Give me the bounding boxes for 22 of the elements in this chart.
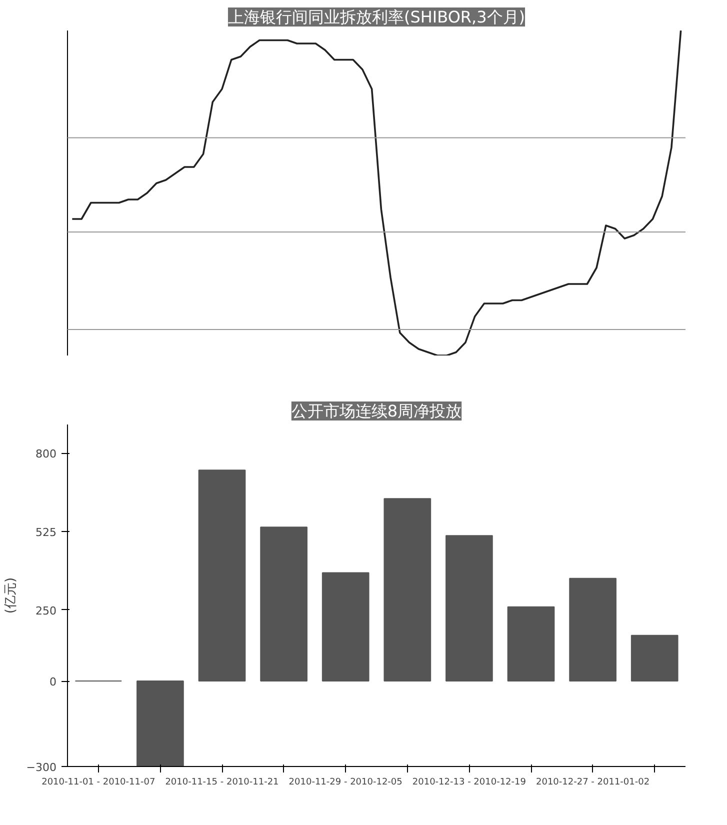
y-tick-label: 0 xyxy=(50,676,56,688)
bar xyxy=(260,526,308,682)
chart-title: 上海银行间同业拆放利率(SHIBOR,3个月) xyxy=(228,8,526,26)
x-tick-label: 2010-12-27 - 2011-01-02 xyxy=(536,778,650,788)
x-tick-label: 2010-11-01 - 2010-11-07 xyxy=(42,778,156,788)
y-tick-label: 250 xyxy=(36,604,57,618)
x-tick-label: 2010-11-29 - 2010-12-05 xyxy=(288,778,402,788)
bar xyxy=(630,634,678,682)
y-tick-label: −300 xyxy=(26,761,57,774)
bar xyxy=(384,498,432,682)
bar xyxy=(198,470,246,682)
bar xyxy=(569,578,616,682)
bar xyxy=(446,535,493,682)
chart-title: 公开市场连续8周净投放 xyxy=(291,402,462,420)
y-tick-label: 800 xyxy=(36,448,57,460)
y-axis-title: (亿元) xyxy=(3,577,18,614)
bar xyxy=(136,680,184,766)
bar xyxy=(322,572,370,682)
bar xyxy=(507,606,555,682)
x-tick-label: 2010-11-15 - 2010-11-21 xyxy=(165,778,279,788)
x-tick-label: 2010-12-13 - 2010-12-19 xyxy=(412,778,526,788)
y-tick-label: 525 xyxy=(36,526,57,539)
